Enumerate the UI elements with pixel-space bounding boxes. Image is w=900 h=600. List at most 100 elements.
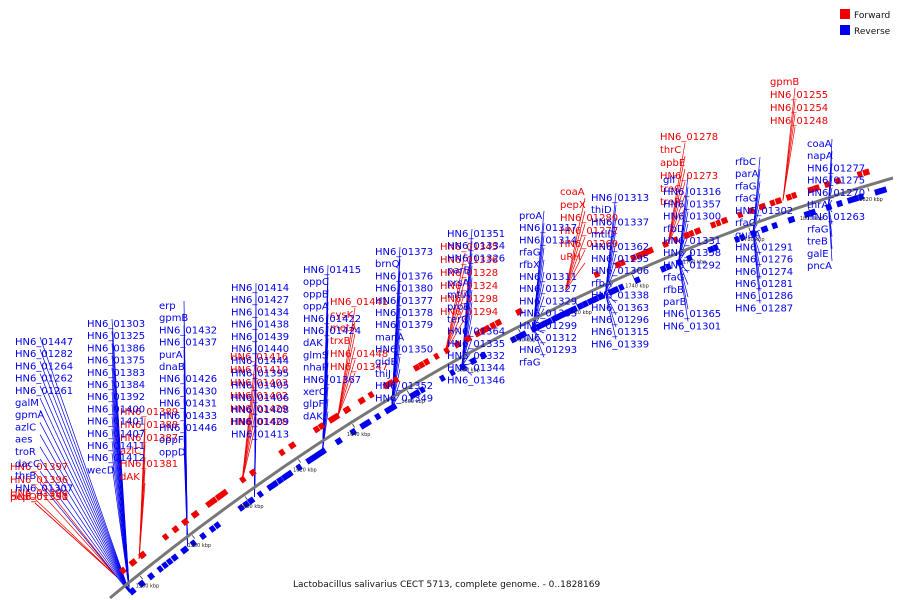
reverse-gene-label: oppB xyxy=(303,289,329,300)
reverse-gene-arrow xyxy=(712,243,720,252)
label-leader-line xyxy=(241,401,256,482)
reverse-gene-label: glpF xyxy=(303,399,324,410)
forward-gene-label: HN6_01347 xyxy=(330,362,388,373)
reverse-gene-label: HN6_01300 xyxy=(663,212,721,223)
reverse-gene-arrow xyxy=(581,300,589,308)
leader-lines xyxy=(34,87,833,593)
label-leader-line xyxy=(667,155,686,245)
reverse-gene-arrow xyxy=(170,553,179,562)
forward-gene-arrow xyxy=(161,533,170,541)
label-leader-line xyxy=(678,223,689,262)
reverse-gene-arrow xyxy=(246,496,256,505)
forward-gene-label: cysK xyxy=(330,310,354,321)
reverse-gene-label: nhaP xyxy=(303,363,328,374)
reverse-gene-label: HN6_01447 xyxy=(15,337,73,348)
reverse-gene-label: pncA xyxy=(807,261,832,272)
forward-gene-arrow xyxy=(494,318,503,327)
label-leader-line xyxy=(532,296,545,329)
reverse-gene-arrow xyxy=(180,545,190,555)
label-leader-line xyxy=(444,252,466,353)
label-leader-line xyxy=(678,235,689,262)
reverse-gene-label: HN6_01344 xyxy=(447,363,505,374)
kbp-tick-label: 1720 kbp xyxy=(568,310,592,316)
forward-gene-label: HN6_01388 xyxy=(120,420,178,431)
reverse-gene-label: prsA xyxy=(447,278,470,289)
label-leader-line xyxy=(532,308,545,329)
reverse-gene-arrow xyxy=(310,452,319,462)
forward-gene-arrow xyxy=(138,550,147,560)
reverse-gene-arrow xyxy=(607,287,617,296)
forward-gene-arrow xyxy=(823,180,831,189)
label-leader-line xyxy=(39,349,130,593)
forward-gene-arrow xyxy=(312,425,321,434)
forward-gene-label: HN6_01402 xyxy=(230,391,288,402)
reverse-gene-arrow xyxy=(733,235,741,244)
kbp-tick-mark xyxy=(807,206,810,211)
reverse-gene-arrow xyxy=(665,263,672,271)
label-leader-line xyxy=(39,458,130,593)
reverse-gene-label: oppA xyxy=(303,302,329,313)
forward-gene-arrow xyxy=(205,499,214,509)
forward-gene-arrow xyxy=(715,219,722,227)
forward-gene-arrow xyxy=(629,253,638,262)
label-leader-line xyxy=(39,361,130,593)
kbp-tick-label: 1660 kbp xyxy=(401,399,425,405)
reverse-gene-arrow xyxy=(659,265,667,273)
label-leader-line xyxy=(667,181,686,245)
reverse-gene-label: oppC xyxy=(303,277,329,288)
label-leader-line xyxy=(39,483,130,593)
reverse-gene-arrow xyxy=(459,362,467,371)
kbp-tick-mark xyxy=(139,575,143,580)
kbp-tick-mark xyxy=(191,535,196,539)
reverse-gene-arrow xyxy=(530,325,538,333)
label-leader-line xyxy=(565,236,586,291)
label-leader-line xyxy=(444,304,466,353)
forward-gene-arrow xyxy=(736,211,744,219)
reverse-gene-arrow xyxy=(413,388,422,397)
forward-gene-label: metA xyxy=(330,323,357,334)
forward-gene-arrow xyxy=(478,326,488,335)
forward-gene-label: HN6_01396 xyxy=(10,475,68,486)
reverse-gene-label: napA xyxy=(807,151,833,162)
forward-gene-label: gpmB xyxy=(770,77,799,88)
label-leader-line xyxy=(241,427,256,482)
reverse-gene-arrow xyxy=(555,311,565,321)
reverse-gene-arrow xyxy=(540,319,549,328)
reverse-gene-label: HN6_01295 xyxy=(591,254,649,265)
label-leader-line xyxy=(461,326,473,367)
reverse-gene-label: dAK xyxy=(303,338,323,349)
reverse-gene-arrow xyxy=(314,449,324,459)
forward-gene-arrow xyxy=(683,231,691,240)
reverse-gene-label: HN6_01326 xyxy=(447,253,505,264)
label-leader-line xyxy=(34,472,118,578)
kbp-tick-mark xyxy=(244,496,248,500)
label-leader-line xyxy=(337,307,356,417)
forward-gene-arrow xyxy=(219,488,229,498)
forward-gene-label: HN6_01390 xyxy=(10,492,68,503)
label-leader-line xyxy=(565,249,586,291)
forward-gene-arrow xyxy=(862,168,871,177)
forward-gene-label: HN6_01428 xyxy=(230,417,288,428)
reverse-gene-label: HN6_01276 xyxy=(735,255,793,266)
reverse-gene-label: thrA xyxy=(807,200,828,211)
reverse-gene-label: xerC xyxy=(303,387,326,398)
label-leader-line xyxy=(337,359,356,418)
forward-gene-label: HN6_01416 xyxy=(230,352,288,363)
reverse-gene-label: HN6_01303 xyxy=(87,319,145,330)
reverse-gene-label: HN6_01362 xyxy=(591,242,649,253)
reverse-gene-label: HN6_01281 xyxy=(735,279,793,290)
reverse-gene-label: terC xyxy=(447,314,468,325)
forward-gene-label: HN6_01387 xyxy=(120,433,178,444)
reverse-gene-label: HN6_01352 xyxy=(375,381,433,392)
reverse-gene-label: HN6_01337 xyxy=(591,217,649,228)
forward-gene-label: apbE xyxy=(660,158,685,169)
forward-gene-arrow xyxy=(635,251,644,260)
reverse-gene-label: thrB xyxy=(15,471,36,482)
label-leader-line xyxy=(337,372,356,418)
forward-gene-label: dAK xyxy=(120,472,140,483)
reverse-gene-arrow xyxy=(825,203,833,211)
reverse-gene-arrow xyxy=(213,521,222,530)
forward-gene-arrow xyxy=(614,260,622,269)
reverse-gene-label: HN6_01302 xyxy=(735,206,793,217)
reverse-gene-label: HN6_01296 xyxy=(591,315,649,326)
